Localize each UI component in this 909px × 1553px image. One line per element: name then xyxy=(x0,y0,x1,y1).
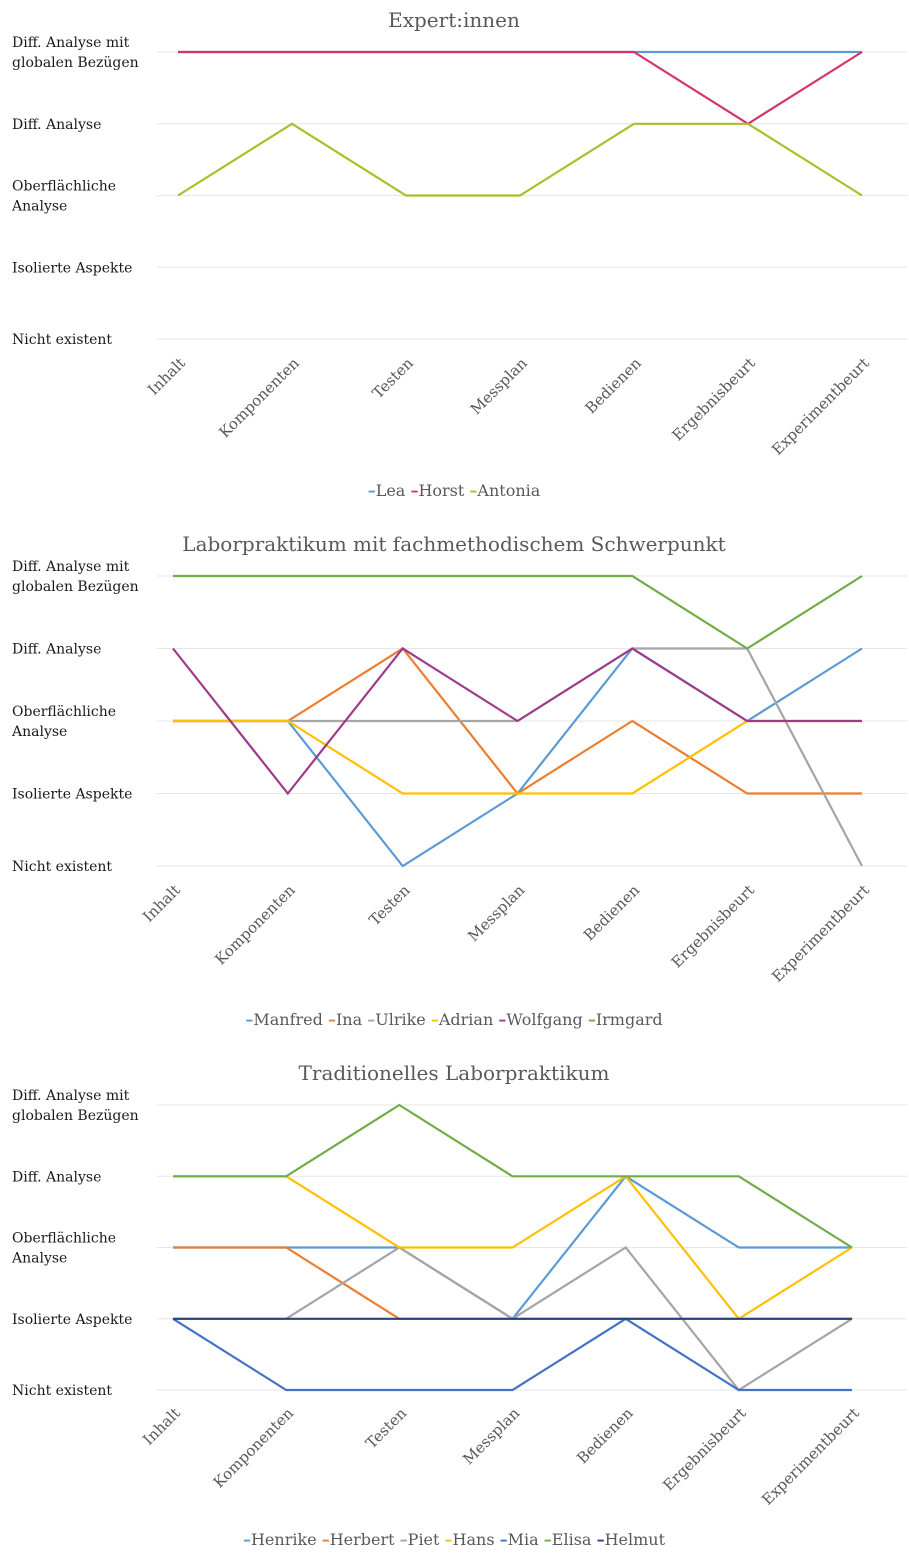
chart-panel-expert-innen: Expert:innen Nicht existent Isolierte Aspe… xyxy=(11,8,907,500)
y-tick-label-line: Analyse xyxy=(11,1251,67,1267)
legend-entry: Hans xyxy=(453,1530,495,1549)
legend-entry: Adrian xyxy=(438,1010,493,1029)
series-line-elisa xyxy=(173,1103,853,1249)
y-tick-label: Isolierte Aspekte xyxy=(12,787,132,803)
legend-swatch: – xyxy=(410,481,418,500)
x-tick-label: Experimentbeurt xyxy=(768,881,873,986)
series-line-ulrike xyxy=(173,647,863,867)
x-tick-label: Bedienen xyxy=(582,354,645,417)
x-tick-label: Inhalt xyxy=(144,354,189,399)
y-tick-label: Oberflächliche Analyse xyxy=(11,179,116,215)
series-line-antonia xyxy=(177,122,863,197)
legend-swatch: – xyxy=(597,1530,605,1549)
legend-swatch: – xyxy=(245,1010,253,1029)
y-tick-label: Diff. Analyse xyxy=(12,1169,101,1185)
series-line-mia xyxy=(172,1317,852,1392)
legend-swatch: – xyxy=(243,1530,251,1549)
legend-entry: Wolfgang xyxy=(506,1010,582,1029)
y-tick-label: Oberflächliche Analyse xyxy=(11,704,116,740)
legend-swatch: – xyxy=(322,1530,330,1549)
legend-entry: Helmut xyxy=(605,1530,666,1549)
chart-panel-traditionell: Traditionelles Laborpraktikum Nicht exist… xyxy=(11,1061,907,1549)
y-tick-label-line: globalen Bezügen xyxy=(12,579,139,595)
y-tick-label: Diff. Analyse xyxy=(12,642,101,658)
legend-swatch: – xyxy=(400,1530,408,1549)
x-tick-label: Komponenten xyxy=(211,881,299,969)
series-line-herbert xyxy=(173,1246,852,1320)
x-tick-label: Messplan xyxy=(459,1404,523,1468)
y-tick-label-line: globalen Bezügen xyxy=(12,1108,139,1124)
y-tick-label: Nicht existent xyxy=(12,332,112,348)
y-tick-label-line: Oberflächliche xyxy=(12,1231,116,1247)
y-tick-label-line: globalen Bezügen xyxy=(12,55,139,71)
chart-title: Expert:innen xyxy=(388,8,520,32)
legend-entry: Elisa xyxy=(552,1530,592,1549)
series-line-horst xyxy=(178,50,863,126)
legend-swatch: – xyxy=(544,1530,552,1549)
x-tick-label: Ergebnisbeurt xyxy=(669,354,759,444)
legend-swatch: – xyxy=(500,1530,508,1549)
x-tick-label: Ergebnisbeurt xyxy=(659,1404,749,1494)
y-tick-label-line: Diff. Analyse mit xyxy=(12,559,130,575)
x-tick-label: Komponenten xyxy=(216,354,304,442)
series-line-manfred xyxy=(173,647,863,868)
x-tick-label: Inhalt xyxy=(139,1404,184,1449)
chart-panel-fachmethodisch: Laborpraktikum mit fachmethodischem Schw… xyxy=(11,532,907,1029)
legend-entry: Ina xyxy=(336,1010,363,1029)
legend-swatch: – xyxy=(367,1010,375,1029)
y-tick-label: Oberflächliche Analyse xyxy=(11,1231,116,1267)
chart-title: Traditionelles Laborpraktikum xyxy=(299,1061,610,1085)
y-tick-label-line: Analyse xyxy=(11,724,67,740)
x-tick-label: Testen xyxy=(369,354,417,402)
x-tick-label: Experimentbeurt xyxy=(768,354,873,459)
x-tick-label: Ergebnisbeurt xyxy=(668,881,758,971)
series-line-irmgard xyxy=(173,574,863,650)
legend-entry: Piet xyxy=(408,1530,440,1549)
series-line-adrian xyxy=(173,719,862,795)
x-tick-label: Experimentbeurt xyxy=(758,1404,863,1509)
legend: –Manfred –Ina –Ulrike –Adrian –Wolfgang … xyxy=(245,1010,662,1029)
y-tick-label: Nicht existent xyxy=(12,859,112,875)
x-tick-label: Messplan xyxy=(467,354,531,418)
legend-entry: Ulrike xyxy=(375,1010,426,1029)
legend-entry: Mia xyxy=(508,1530,540,1549)
x-tick-label: Messplan xyxy=(464,881,528,945)
y-tick-label-line: Diff. Analyse mit xyxy=(12,35,130,51)
x-tick-label: Testen xyxy=(362,1404,410,1452)
x-tick-label: Testen xyxy=(365,881,413,929)
y-tick-label: Diff. Analyse mit globalen Bezügen xyxy=(12,559,139,595)
legend-swatch: – xyxy=(469,481,477,500)
y-tick-label: Isolierte Aspekte xyxy=(12,1312,132,1328)
legend-entry: Horst xyxy=(418,481,464,500)
y-tick-label: Isolierte Aspekte xyxy=(12,260,132,276)
legend-entry: Antonia xyxy=(476,481,540,500)
legend: –Lea –Horst –Antonia xyxy=(368,481,541,500)
y-tick-label: Diff. Analyse xyxy=(12,117,101,133)
legend: –Henrike –Herbert –Piet –Hans –Mia –Elis… xyxy=(243,1530,666,1549)
y-tick-label: Diff. Analyse mit globalen Bezügen xyxy=(12,35,139,71)
y-tick-label-line: Oberflächliche xyxy=(12,704,116,720)
x-tick-label: Bedienen xyxy=(573,1404,636,1467)
legend-swatch: – xyxy=(328,1010,336,1029)
chart-title: Laborpraktikum mit fachmethodischem Schw… xyxy=(182,532,725,556)
legend-swatch: – xyxy=(368,481,376,500)
legend-swatch: – xyxy=(445,1530,453,1549)
y-tick-label-line: Analyse xyxy=(11,199,67,215)
legend-entry: Manfred xyxy=(253,1010,323,1029)
legend-swatch: – xyxy=(588,1010,596,1029)
legend-entry: Henrike xyxy=(251,1530,317,1549)
legend-entry: Irmgard xyxy=(596,1010,663,1029)
x-tick-label: Bedienen xyxy=(580,881,643,944)
legend-swatch: – xyxy=(431,1010,439,1029)
legend-entry: Herbert xyxy=(330,1530,395,1549)
y-tick-label: Nicht existent xyxy=(12,1383,112,1399)
legend-swatch: – xyxy=(498,1010,506,1029)
y-tick-label: Diff. Analyse mit globalen Bezügen xyxy=(12,1088,139,1124)
legend-entry: Lea xyxy=(376,481,406,500)
y-tick-label-line: Oberflächliche xyxy=(12,179,116,195)
y-tick-label-line: Diff. Analyse mit xyxy=(12,1088,130,1104)
x-tick-label: Inhalt xyxy=(139,881,184,926)
x-tick-label: Komponenten xyxy=(210,1404,298,1492)
